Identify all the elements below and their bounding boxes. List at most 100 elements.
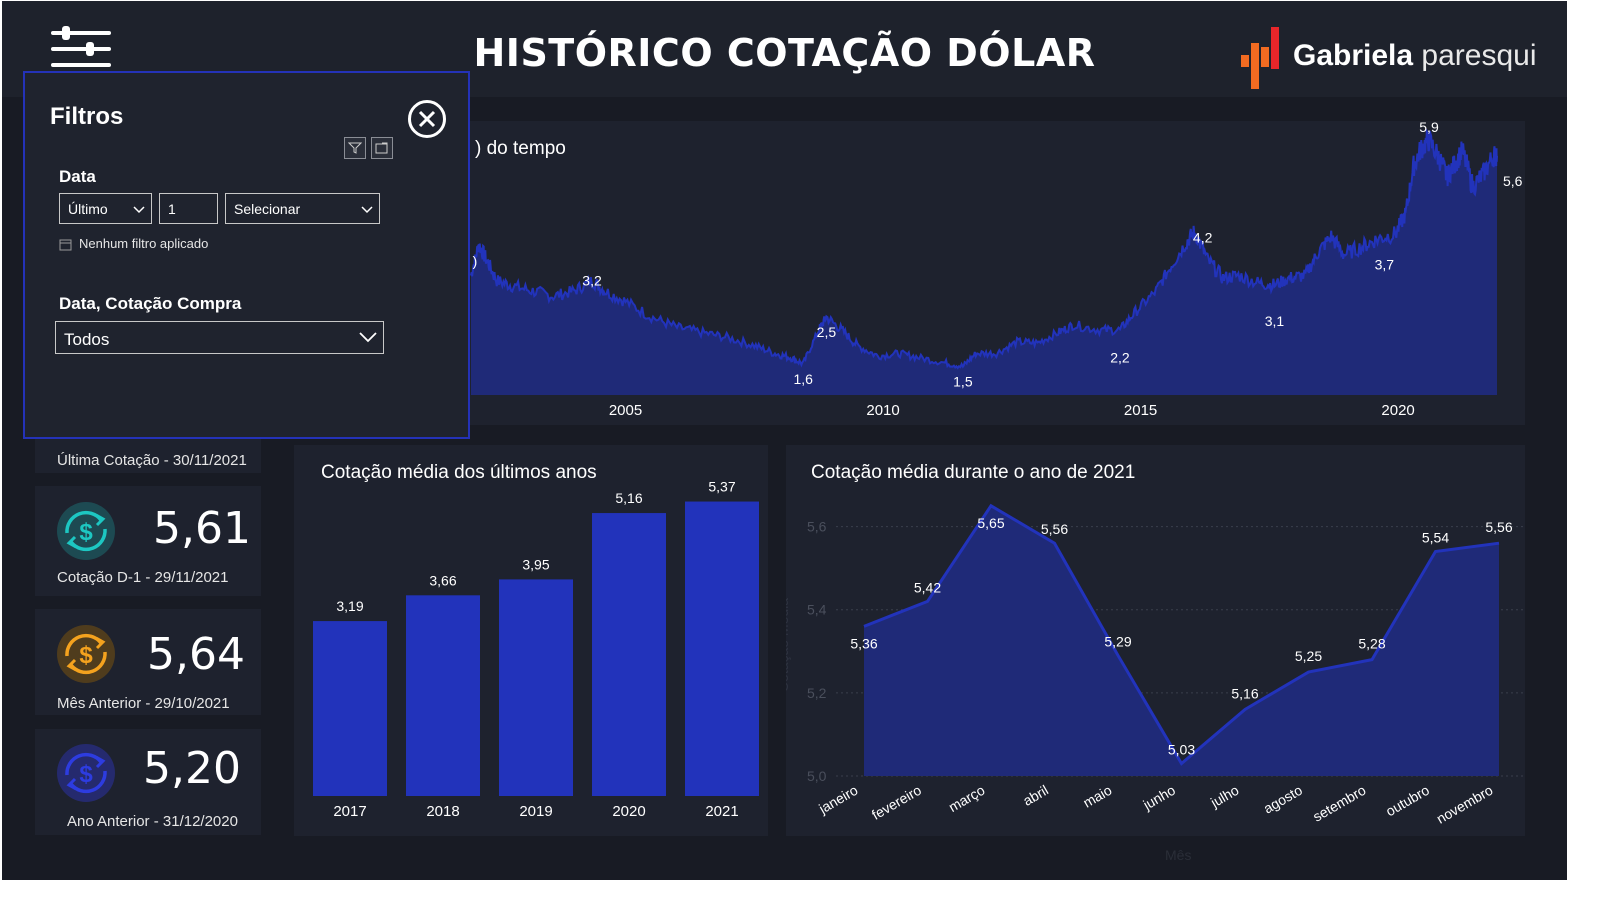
timeline-x-tick: 2015 [1124, 402, 1157, 419]
timeline-data-label: 2,2 [1110, 350, 1130, 366]
monthly-data-label: 5,28 [1358, 636, 1385, 652]
monthly-data-label: 5,25 [1295, 648, 1322, 664]
monthly-x-tick: abril [1020, 782, 1051, 809]
bar-data-label: 3,95 [522, 556, 549, 572]
dashboard: HISTÓRICO COTAÇÃO DÓLAR Gabriela paresqu… [2, 1, 1567, 880]
expand-icon[interactable] [371, 137, 393, 159]
logo-name-light: paresqui [1421, 39, 1537, 72]
monthly-data-label: 5,42 [914, 579, 941, 595]
monthly-data-label: 5,03 [1168, 742, 1195, 758]
timeline-x-tick: 2010 [866, 402, 899, 419]
bar-chart-title: Cotação média dos últimos anos [321, 462, 597, 483]
bar-data-label: 3,19 [336, 598, 363, 614]
monthly-x-tick: outubro [1383, 782, 1432, 820]
date-unit-placeholder: Selecionar [234, 201, 301, 217]
svg-text:$: $ [79, 761, 93, 788]
kpi-value-year: 5,20 [143, 743, 241, 794]
timeline-data-label: 4,2 [1193, 230, 1213, 246]
monthly-chart-title: Cotação média durante o ano de 2021 [811, 462, 1136, 483]
bar-data-label: 3,66 [429, 572, 456, 588]
svg-text:$: $ [79, 519, 93, 546]
monthly-y-tick: 5,4 [807, 602, 827, 618]
monthly-area [864, 505, 1499, 776]
monthly-x-tick: janeiro [815, 782, 860, 817]
date-mode-select[interactable]: Último [59, 193, 152, 224]
monthly-y-tick: 5,6 [807, 519, 827, 535]
menu-icon[interactable] [48, 25, 114, 71]
brand-logo: Gabriela paresqui [1239, 25, 1539, 95]
monthly-y-tick: 5,2 [807, 685, 827, 701]
monthly-data-label: 5,54 [1422, 530, 1449, 546]
timeline-data-label: 1,6 [793, 371, 813, 387]
bar-x-tick: 2017 [333, 803, 366, 820]
bar-x-tick: 2018 [426, 803, 459, 820]
chevron-down-icon [361, 206, 373, 214]
chevron-down-icon [133, 206, 145, 214]
monthly-y-axis-label: Cotação Média [786, 598, 791, 692]
kpi-card-d1: $ 5,61 Cotação D-1 - 29/11/2021 [35, 486, 261, 596]
monthly-data-label: 5,16 [1231, 685, 1258, 701]
timeline-data-label: ) [473, 253, 478, 269]
kpi-caption-year: Ano Anterior - 31/12/2020 [67, 813, 238, 830]
monthly-x-tick: maio [1080, 782, 1114, 811]
monthly-chart-panel: Cotação média durante o ano de 2021 5,0 5… [786, 445, 1525, 836]
chevron-down-icon [359, 332, 377, 343]
bar-x-tick: 2021 [705, 803, 738, 820]
close-icon [418, 110, 436, 128]
svg-text:$: $ [79, 642, 93, 669]
date-filter-label: Data [59, 167, 96, 186]
date-count-input[interactable]: 1 [159, 193, 218, 224]
timeline-chart-title: ) do tempo [475, 138, 566, 159]
dollar-refresh-icon: $ [57, 744, 115, 802]
dollar-refresh-icon: $ [57, 502, 115, 560]
date-buy-value: Todos [64, 330, 110, 349]
date-buy-select[interactable]: Todos [55, 321, 384, 354]
timeline-data-label: 5,6 [1503, 173, 1523, 189]
dollar-refresh-icon: $ [57, 625, 115, 683]
timeline-data-label: 3,2 [582, 273, 602, 289]
filter-icon[interactable] [344, 137, 366, 159]
kpi-value-month: 5,64 [147, 629, 245, 680]
bar-logo-icon [1241, 27, 1279, 89]
page-title: HISTÓRICO COTAÇÃO DÓLAR [473, 31, 1096, 75]
timeline-area [471, 131, 1497, 395]
timeline-chart: 2005 2010 2015 2020) 3,2 1,6 2,5 1,5 2,2 4,2 3,1 3,… [470, 121, 1523, 419]
monthly-x-axis-label: Mês [1165, 847, 1192, 863]
monthly-data-label: 5,56 [1041, 521, 1068, 537]
filters-title: Filtros [50, 103, 124, 130]
filter-status-text: Nenhum filtro aplicado [79, 236, 209, 251]
timeline-line [470, 127, 1498, 370]
yearly-bar-chart-panel: Cotação média dos últimos anos 3,19 2017 3… [294, 445, 768, 836]
monthly-x-tick: novembro [1434, 782, 1496, 827]
logo-text: Gabriela paresqui [1293, 39, 1536, 73]
timeline-data-label: 3,1 [1265, 313, 1285, 329]
monthly-x-tick: setembro [1310, 782, 1369, 825]
monthly-area-chart: 5,0 5,2 5,4 5,6 Cotação Média 5,36 janeiro 5,42… [786, 503, 1525, 827]
date-unit-select[interactable]: Selecionar [225, 193, 380, 224]
monthly-line [863, 503, 1500, 766]
timeline-x-tick: 2005 [609, 402, 642, 419]
monthly-x-tick: março [946, 782, 988, 815]
monthly-data-label: 5,29 [1104, 633, 1131, 649]
last-quote-card: Última Cotação - 30/11/2021 [35, 439, 261, 473]
timeline-data-label: 3,7 [1375, 257, 1395, 273]
timeline-x-tick: 2020 [1381, 402, 1414, 419]
calendar-icon [59, 239, 72, 251]
timeline-data-label: 5,9 [1419, 121, 1439, 135]
filters-pane: Filtros Data Último 1 Selecionar [23, 71, 470, 439]
bar [685, 501, 759, 796]
bar-data-label: 5,37 [708, 479, 735, 495]
monthly-y-tick: 5,0 [807, 768, 827, 784]
kpi-caption-d1: Cotação D-1 - 29/11/2021 [57, 569, 229, 586]
date-mode-value: Último [68, 201, 108, 217]
close-filters-button[interactable] [408, 100, 446, 138]
bar [313, 621, 387, 796]
kpi-value-d1: 5,61 [153, 503, 251, 554]
monthly-data-label: 5,36 [850, 635, 877, 651]
monthly-x-tick: fevereiro [869, 782, 924, 823]
monthly-data-label: 5,65 [977, 515, 1004, 531]
yearly-bar-chart: 3,19 2017 3,66 2018 3,95 2019 5,16 2020 5,37 2021 [313, 479, 759, 820]
timeline-data-label: 1,5 [953, 373, 973, 389]
monthly-x-tick: agosto [1261, 782, 1306, 817]
bar-data-label: 5,16 [615, 490, 642, 506]
